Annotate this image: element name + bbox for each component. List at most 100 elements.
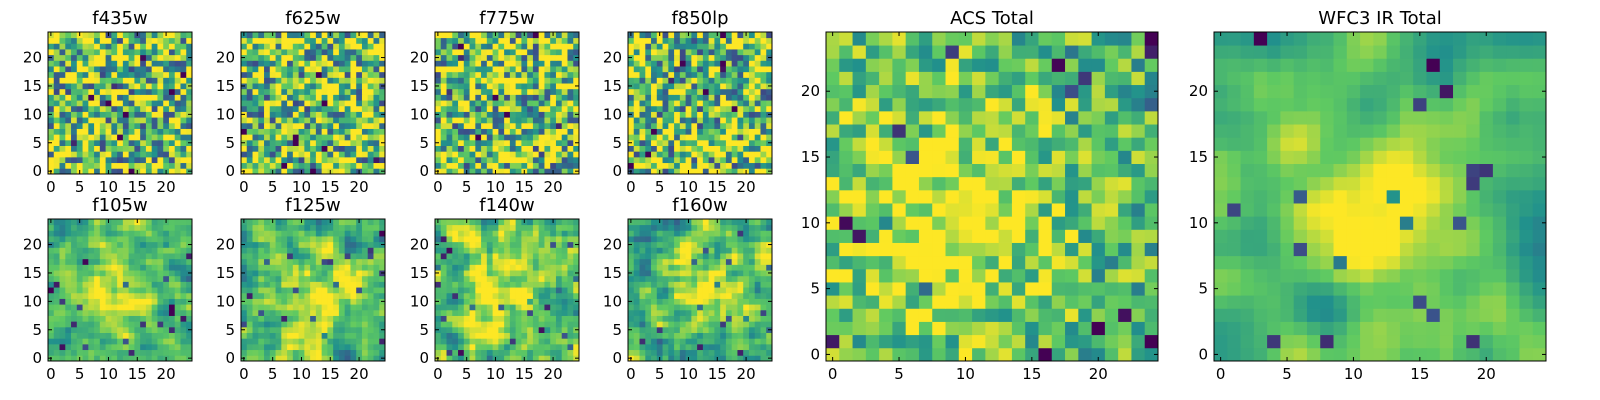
heatmap-cell (252, 343, 259, 351)
heatmap-cell (174, 338, 181, 345)
heatmap-cell (486, 321, 493, 328)
heatmap-cell (440, 128, 447, 135)
heatmap-cell (88, 37, 95, 44)
heatmap-cell (737, 287, 744, 294)
heatmap-cell (509, 43, 517, 50)
x-tick-label: 10 (99, 365, 118, 383)
heatmap-cell (685, 275, 692, 282)
heatmap-cell (344, 332, 351, 339)
heatmap-cell (708, 60, 715, 67)
heatmap-cell (550, 349, 557, 356)
heatmap-cell (754, 105, 761, 112)
heatmap-cell (304, 77, 311, 84)
heatmap-cell (743, 105, 750, 112)
heatmap-cell (435, 349, 442, 356)
heatmap-cell (498, 326, 505, 333)
heatmap-cell (321, 338, 328, 345)
panel-title: f105w (92, 195, 147, 216)
heatmap-cell (435, 43, 442, 50)
heatmap-cell (59, 151, 66, 158)
heatmap-cell (333, 264, 340, 271)
heatmap-cell (122, 270, 130, 277)
heatmap-cell (645, 145, 652, 152)
heatmap-cell (180, 151, 187, 158)
heatmap-cell (725, 162, 733, 169)
heatmap-cell (94, 315, 101, 322)
heatmap-cell (725, 309, 733, 316)
heatmap-cell (163, 241, 170, 248)
heatmap-cell (651, 321, 658, 328)
heatmap-cell (731, 111, 738, 118)
heatmap-cell (157, 60, 164, 67)
heatmap-cell (122, 241, 130, 248)
heatmap-cell (544, 258, 551, 265)
heatmap-cell (65, 128, 72, 135)
heatmap-cell (550, 304, 557, 311)
heatmap-cell (252, 326, 259, 333)
heatmap-cell (656, 71, 663, 78)
heatmap-cell (504, 139, 511, 146)
heatmap-cell (737, 168, 744, 175)
heatmap-cell (435, 77, 442, 84)
heatmap-cell (662, 275, 669, 282)
heatmap-cell (515, 66, 522, 73)
heatmap-cell (292, 100, 299, 107)
heatmap-cell (555, 60, 563, 67)
heatmap-cell (111, 71, 118, 78)
heatmap-cell (435, 71, 442, 78)
heatmap-cell (458, 145, 465, 152)
heatmap-cell (532, 326, 540, 333)
heatmap-cell (367, 309, 374, 316)
heatmap-cell (269, 281, 276, 288)
heatmap-cell (639, 145, 646, 152)
heatmap-cell (639, 275, 646, 282)
heatmap-cell (702, 60, 710, 67)
heatmap-cell (275, 349, 282, 356)
heatmap-cell (633, 292, 640, 299)
heatmap-cell (76, 122, 83, 129)
heatmap-cell (48, 281, 55, 288)
heatmap-cell (140, 241, 147, 248)
heatmap-cell (333, 83, 340, 90)
heatmap-cell (743, 287, 750, 294)
heatmap-cell (71, 326, 78, 333)
heatmap-cell (180, 230, 187, 237)
heatmap-cell (122, 128, 130, 135)
heatmap-cell (111, 139, 118, 146)
heatmap-cell (350, 309, 357, 316)
heatmap-cell (134, 275, 141, 282)
heatmap-cell (766, 117, 773, 124)
heatmap-cell (287, 122, 294, 129)
heatmap-cell (760, 134, 767, 141)
heatmap-cell (379, 66, 386, 73)
heatmap-cell (128, 100, 135, 107)
heatmap-cell (264, 139, 271, 146)
heatmap-cell (128, 298, 135, 305)
heatmap-cell (53, 264, 60, 271)
heatmap-cell (292, 83, 299, 90)
heatmap-cell (241, 258, 248, 265)
heatmap-cell (338, 60, 346, 67)
heatmap-cell (151, 224, 158, 231)
heatmap-cell (498, 264, 505, 271)
heatmap-cell (252, 83, 259, 90)
heatmap-cell (367, 258, 374, 265)
heatmap-cell (163, 287, 170, 294)
heatmap-cell (532, 343, 540, 351)
heatmap-cell (555, 270, 563, 277)
heatmap-cell (292, 168, 299, 175)
heatmap-cell (298, 83, 305, 90)
heatmap-cell (668, 54, 675, 61)
heatmap-cell (333, 270, 340, 277)
heatmap-cell (344, 134, 351, 141)
heatmap-cell (521, 66, 528, 73)
heatmap-cell (702, 77, 710, 84)
heatmap-cell (269, 343, 276, 351)
heatmap-cell (174, 258, 181, 265)
heatmap-cell (628, 128, 635, 135)
heatmap-cell (633, 355, 640, 362)
heatmap-cell (246, 326, 253, 333)
heatmap-cell (475, 60, 482, 67)
heatmap-cell (122, 122, 130, 129)
heatmap-cell (515, 77, 522, 84)
